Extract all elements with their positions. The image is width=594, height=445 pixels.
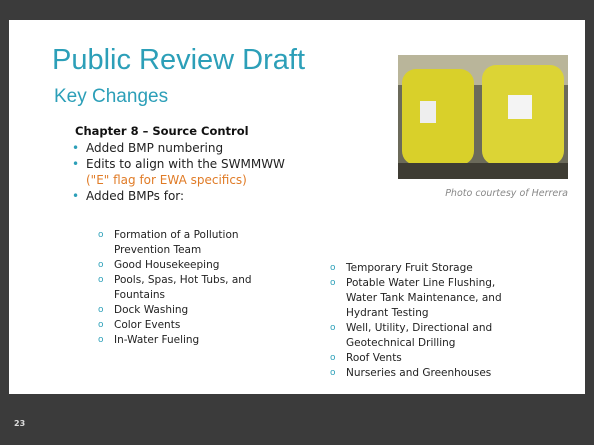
- slide: Public Review Draft Key Changes Chapter …: [0, 0, 594, 445]
- bmp-item: Temporary Fruit Storage: [328, 261, 528, 276]
- photo-label: [508, 95, 532, 119]
- bmp-item: Nurseries and Greenhouses: [328, 366, 528, 381]
- bmp-item: In-Water Fueling: [96, 333, 296, 348]
- bullet-list: Added BMP numbering Edits to align with …: [72, 140, 312, 204]
- photo-caption: Photo courtesy of Herrera: [445, 188, 568, 199]
- bmp-item: Formation of a Pollution Prevention Team: [96, 228, 296, 258]
- photo-label: [420, 101, 436, 123]
- bullet-text: Added BMPs for:: [86, 189, 184, 203]
- photo: [398, 55, 568, 179]
- bmp-item: Well, Utility, Directional and Geotechni…: [328, 321, 528, 351]
- bmp-list-right: Temporary Fruit StoragePotable Water Lin…: [328, 261, 528, 381]
- subtitle: Key Changes: [54, 86, 168, 108]
- bmp-list-left: Formation of a Pollution Prevention Team…: [96, 228, 296, 348]
- bullet-highlight: ("E" flag for EWA specifics): [86, 173, 247, 187]
- bmp-item: Dock Washing: [96, 303, 296, 318]
- bmp-item: Good Housekeeping: [96, 258, 296, 273]
- bullet: Edits to align with the SWMMWW ("E" flag…: [72, 156, 312, 188]
- title: Public Review Draft: [52, 44, 305, 77]
- heading: Chapter 8 – Source Control: [75, 124, 249, 138]
- bmp-item: Roof Vents: [328, 351, 528, 366]
- bullet: Added BMPs for:: [72, 188, 312, 204]
- bmp-item: Potable Water Line Flushing, Water Tank …: [328, 276, 528, 321]
- bullet-text: Edits to align with the SWMMWW: [86, 157, 285, 171]
- page-number: 23: [14, 419, 25, 428]
- photo-ground: [398, 163, 568, 179]
- photo-tank: [402, 69, 474, 165]
- bullet: Added BMP numbering: [72, 140, 312, 156]
- bmp-item: Color Events: [96, 318, 296, 333]
- bmp-item: Pools, Spas, Hot Tubs, and Fountains: [96, 273, 296, 303]
- bullet-text: Added BMP numbering: [86, 141, 223, 155]
